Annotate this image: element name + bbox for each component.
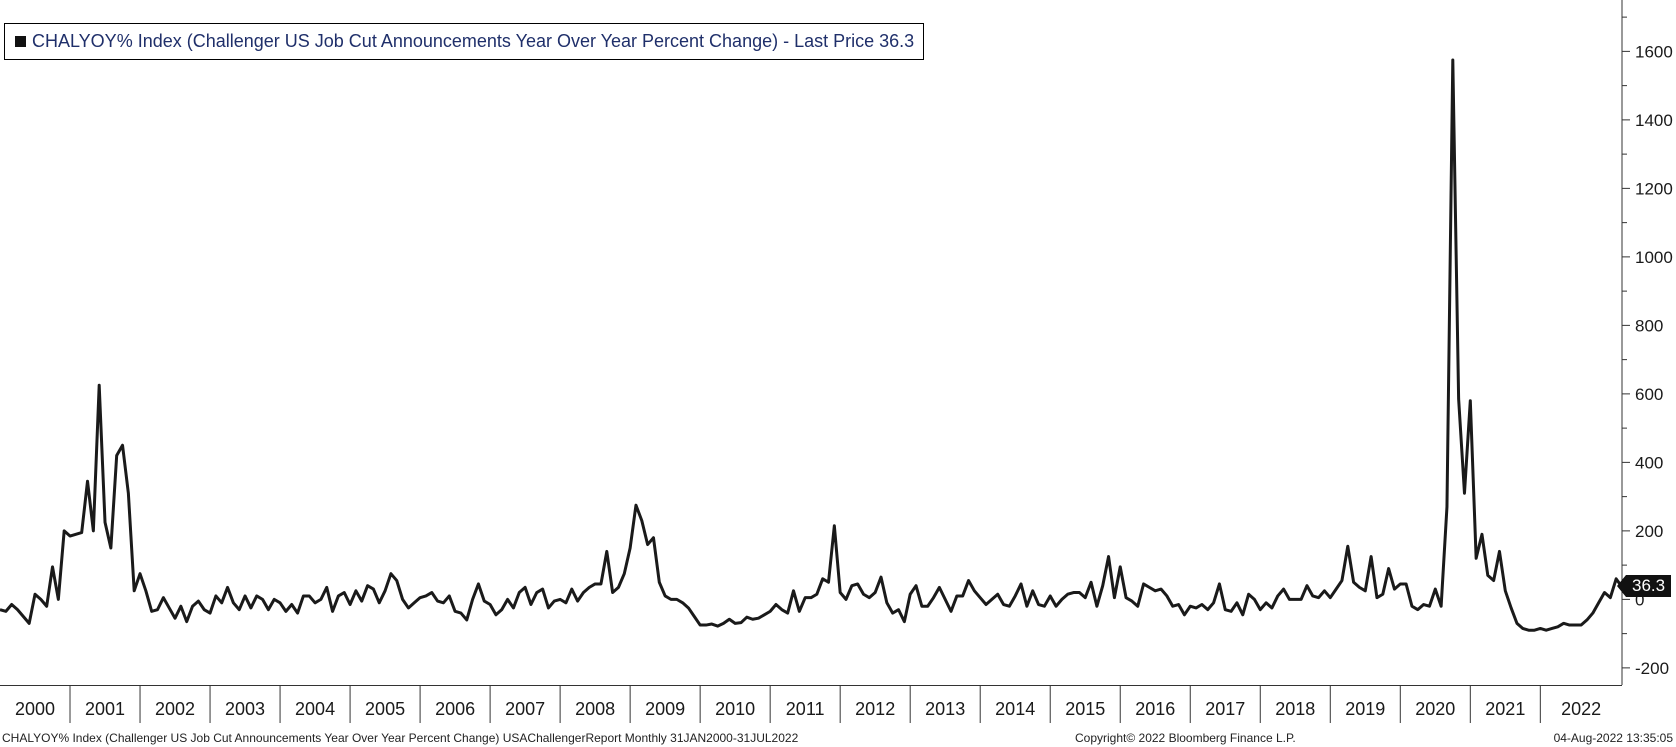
y-tick-label: 1200 xyxy=(1635,179,1673,198)
legend-label: CHALYOY% Index (Challenger US Job Cut An… xyxy=(32,31,915,51)
x-tick-label: 2016 xyxy=(1135,699,1175,719)
x-tick-label: 2006 xyxy=(435,699,475,719)
x-tick-label: 2018 xyxy=(1275,699,1315,719)
x-tick-label: 2019 xyxy=(1345,699,1385,719)
x-tick-label: 2005 xyxy=(365,699,405,719)
y-tick-label: 0 xyxy=(1635,590,1644,609)
footer-source: CHALYOY% Index (Challenger US Job Cut An… xyxy=(2,731,799,745)
x-tick-label: 2004 xyxy=(295,699,335,719)
x-tick-label: 2008 xyxy=(575,699,615,719)
y-tick-label: 1600 xyxy=(1635,42,1673,61)
series-line xyxy=(0,58,1624,632)
x-tick-label: 2015 xyxy=(1065,699,1105,719)
plot-area xyxy=(0,58,1624,632)
y-tick-label: 400 xyxy=(1635,453,1663,472)
x-tick-label: 2009 xyxy=(645,699,685,719)
footer-timestamp: 04-Aug-2022 13:35:05 xyxy=(1553,731,1673,745)
x-tick-label: 2017 xyxy=(1205,699,1245,719)
chart-legend: CHALYOY% Index (Challenger US Job Cut An… xyxy=(4,23,925,60)
x-tick-label: 2014 xyxy=(995,699,1035,719)
y-tick-label: 800 xyxy=(1635,316,1663,335)
y-tick-label: 600 xyxy=(1635,385,1663,404)
chart-axes xyxy=(0,0,1630,723)
x-tick-label: 2003 xyxy=(225,699,265,719)
x-tick-label: 2000 xyxy=(15,699,55,719)
footer-copyright: Copyright© 2022 Bloomberg Finance L.P. xyxy=(1075,731,1296,745)
legend-swatch xyxy=(15,36,26,47)
y-tick-label: 1400 xyxy=(1635,111,1673,130)
last-value-tag: 36.3 xyxy=(1616,575,1672,597)
y-tick-label: 200 xyxy=(1635,522,1663,541)
x-tick-label: 2013 xyxy=(925,699,965,719)
x-axis-labels: 2000 2001 2002 2003 2004 2005 2006 2007 2008 2009… xyxy=(15,699,1601,719)
x-tick-label: 2022 xyxy=(1561,699,1601,719)
y-axis-labels: 1600 1400 1200 1000 800 600 400 200 0 -200 xyxy=(1635,42,1673,678)
x-tick-label: 2012 xyxy=(855,699,895,719)
x-tick-label: 2020 xyxy=(1415,699,1455,719)
y-tick-label: 1000 xyxy=(1635,248,1673,267)
x-tick-label: 2002 xyxy=(155,699,195,719)
x-tick-label: 2010 xyxy=(715,699,755,719)
x-tick-label: 2001 xyxy=(85,699,125,719)
x-tick-label: 2007 xyxy=(505,699,545,719)
x-tick-label: 2011 xyxy=(786,699,825,719)
y-tick-label: -200 xyxy=(1635,659,1669,678)
x-tick-label: 2021 xyxy=(1485,699,1525,719)
